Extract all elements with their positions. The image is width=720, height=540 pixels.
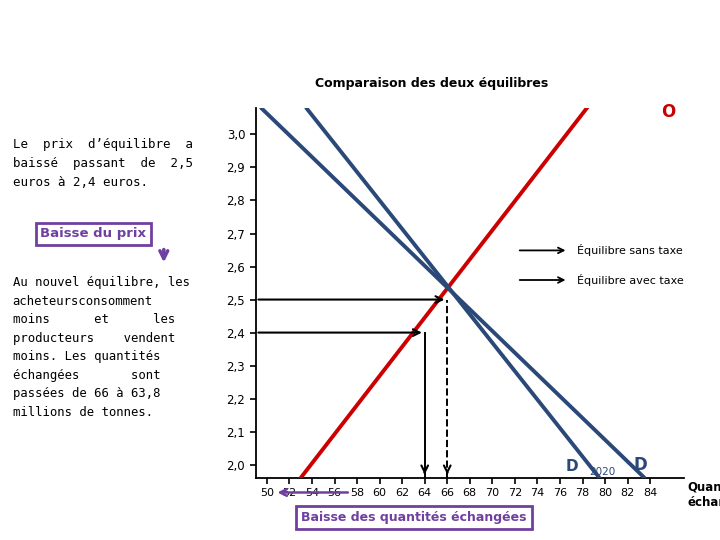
Text: Le  prix  d’équilibre  a
baissé  passant  de  2,5
euros à 2,4 euros.: Le prix d’équilibre a baissé passant de … xyxy=(13,138,193,188)
Text: Comparaison des deux équilibres: Comparaison des deux équilibres xyxy=(315,77,549,90)
Text: Au nouvel équilibre, les
acheteursconsomment
moins      et      les
producteurs : Au nouvel équilibre, les acheteursconsom… xyxy=(13,276,189,419)
Text: O: O xyxy=(662,103,675,121)
Text: Baisse des quantités échangées: Baisse des quantités échangées xyxy=(301,511,527,524)
Text: D: D xyxy=(634,456,647,474)
Text: Baisse du prix: Baisse du prix xyxy=(40,227,146,240)
Text: 2020: 2020 xyxy=(589,467,616,477)
Text: Équilibre sans taxe: Équilibre sans taxe xyxy=(577,245,683,256)
Text: Équilibre avec taxe: Équilibre avec taxe xyxy=(577,274,684,286)
Text: Les effets d’une taxe à la consommation sur l’équilibre: Les effets d’une taxe à la consommation … xyxy=(35,23,685,44)
Text: D: D xyxy=(566,459,578,474)
Text: Quantités
échangées: Quantités échangées xyxy=(688,481,720,509)
